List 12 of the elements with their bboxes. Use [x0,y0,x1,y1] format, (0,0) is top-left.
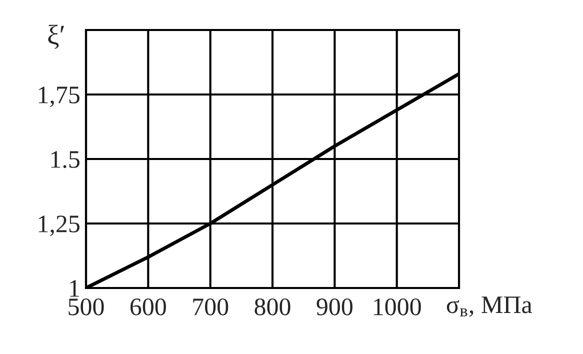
y-tick-label: 1,25 [38,216,80,236]
y-axis-title: ξ′ [48,24,64,50]
x-tick-label: 1000 [374,298,421,316]
y-tick-label: 1 [70,280,79,297]
x-tick-label: 500 [68,298,104,316]
x-tick-label: 800 [254,298,290,316]
y-tick-label: 1,75 [38,86,80,108]
x-axis-title: σ$_{в}$, МПа [446,296,532,317]
x-tick-label: 900 [316,298,352,316]
x-tick-label: 600 [130,298,166,316]
x-tick-label: 700 [193,298,228,316]
y-tick-label: 1.5 [51,151,80,168]
